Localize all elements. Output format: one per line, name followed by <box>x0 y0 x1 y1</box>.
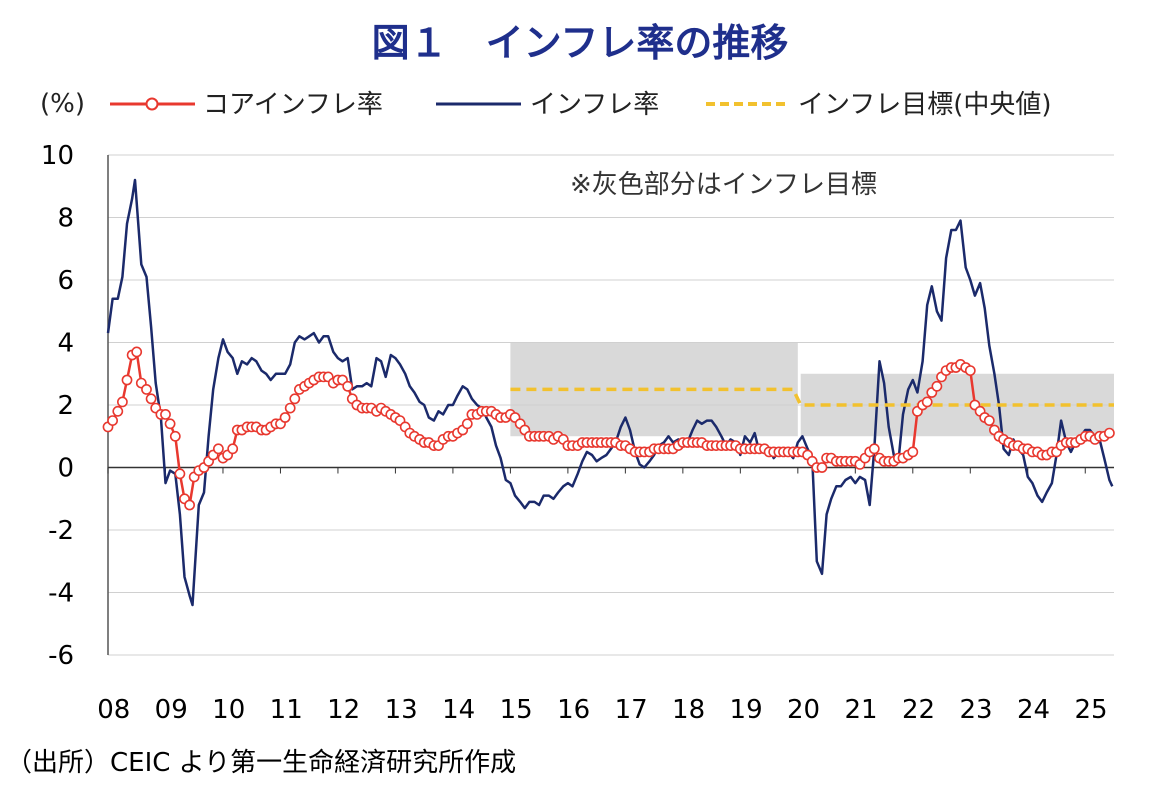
x-tick-label: 23 <box>959 695 992 725</box>
core-point <box>145 393 157 405</box>
legend-core-label: コアインフレ率 <box>203 90 383 120</box>
x-tick-label: 25 <box>1074 695 1107 725</box>
x-tick-label: 15 <box>500 695 533 725</box>
y-tick-label: -4 <box>48 579 74 609</box>
source-note: （出所）CEIC より第一生命経済研究所作成 <box>6 748 517 778</box>
y-tick-label: 2 <box>57 391 74 421</box>
unit-label: (%) <box>40 89 85 119</box>
core-point <box>227 443 239 455</box>
core-point <box>289 393 301 405</box>
core-point <box>342 380 354 392</box>
core-point <box>184 499 195 511</box>
core-point <box>121 374 133 386</box>
x-tick-label: 19 <box>730 695 763 725</box>
core-point <box>816 462 828 473</box>
series-line-1 <box>106 178 1114 607</box>
band-annotation: ※灰色部分はインフレ目標 <box>570 170 877 200</box>
core-point <box>964 365 976 376</box>
grid-layer <box>108 154 1114 656</box>
legend-headline-label: インフレ率 <box>530 90 659 120</box>
core-point <box>169 430 181 442</box>
x-tick-label: 13 <box>385 695 418 725</box>
core-point <box>983 415 995 426</box>
core-point <box>907 446 919 458</box>
target-band-0 <box>510 342 798 437</box>
core-point <box>164 418 176 430</box>
core-point <box>112 405 124 417</box>
x-tick-label: 24 <box>1017 695 1050 725</box>
x-tick-label: 11 <box>270 695 303 725</box>
x-tick-label: 12 <box>327 695 360 725</box>
x-tick-label: 10 <box>212 695 245 725</box>
x-tick-label: 21 <box>845 695 878 725</box>
core-point <box>931 380 943 392</box>
legend-core-marker <box>145 97 159 111</box>
y-tick-label: -2 <box>48 516 74 546</box>
legend: (%) コアインフレ率 インフレ率 インフレ目標(中央値) <box>40 89 1052 120</box>
core-point <box>107 415 118 426</box>
y-tick-label: 8 <box>57 204 74 234</box>
core-point <box>279 412 291 423</box>
x-tick-label: 18 <box>672 695 705 725</box>
y-tick-label: 6 <box>57 266 74 296</box>
y-tick-label: -6 <box>48 641 74 671</box>
page-title: 図１ インフレ率の推移 <box>371 21 789 65</box>
x-tick-label: 20 <box>787 695 820 725</box>
y-tick-label: 4 <box>57 329 74 359</box>
core-point <box>174 468 186 480</box>
core-point <box>131 346 143 358</box>
core-point <box>117 396 128 408</box>
x-tick-label: 14 <box>442 695 475 725</box>
core-point <box>160 408 171 420</box>
x-tick-label: 22 <box>902 695 935 725</box>
core-point <box>284 402 296 414</box>
legend-target-label: インフレ目標(中央値) <box>798 90 1052 120</box>
core-point <box>1104 427 1115 439</box>
series-layer <box>102 178 1115 607</box>
y-tick-label: 0 <box>57 454 74 484</box>
x-tick-label: 08 <box>97 695 130 725</box>
core-point <box>868 443 880 455</box>
series-line-2 <box>510 387 1114 407</box>
y-tick-label: 10 <box>41 141 74 171</box>
x-tick-label: 17 <box>615 695 648 725</box>
x-tick-label: 16 <box>557 695 590 725</box>
core-point <box>212 443 224 455</box>
target-band-layer <box>510 342 1114 437</box>
core-point <box>461 418 473 430</box>
x-tick-label: 09 <box>155 695 188 725</box>
core-point <box>921 396 933 408</box>
core-point <box>141 383 152 395</box>
